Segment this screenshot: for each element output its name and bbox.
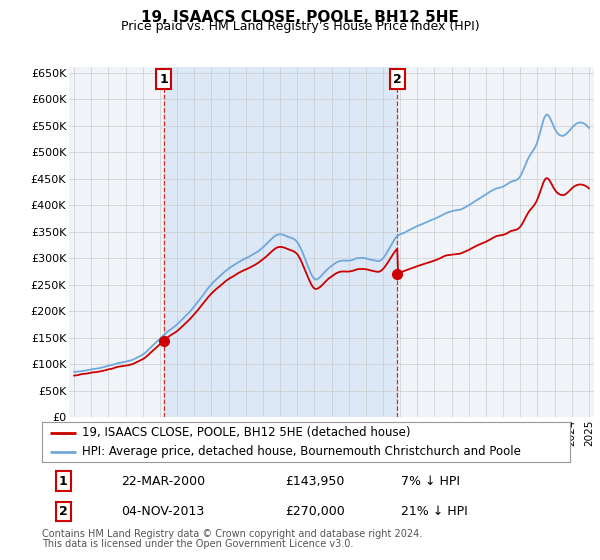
Text: Contains HM Land Registry data © Crown copyright and database right 2024.: Contains HM Land Registry data © Crown c… xyxy=(42,529,422,539)
Text: 22-MAR-2000: 22-MAR-2000 xyxy=(121,474,205,488)
Text: 7% ↓ HPI: 7% ↓ HPI xyxy=(401,474,460,488)
Text: 04-NOV-2013: 04-NOV-2013 xyxy=(121,505,205,519)
Text: £270,000: £270,000 xyxy=(285,505,344,519)
Bar xyxy=(164,67,397,417)
Text: 19, ISAACS CLOSE, POOLE, BH12 5HE: 19, ISAACS CLOSE, POOLE, BH12 5HE xyxy=(141,10,459,25)
Text: Price paid vs. HM Land Registry’s House Price Index (HPI): Price paid vs. HM Land Registry’s House … xyxy=(121,20,479,33)
Text: £143,950: £143,950 xyxy=(285,474,344,488)
Text: 2: 2 xyxy=(393,72,402,86)
Text: 19, ISAACS CLOSE, POOLE, BH12 5HE (detached house): 19, ISAACS CLOSE, POOLE, BH12 5HE (detac… xyxy=(82,427,410,440)
Text: 21% ↓ HPI: 21% ↓ HPI xyxy=(401,505,468,519)
Text: HPI: Average price, detached house, Bournemouth Christchurch and Poole: HPI: Average price, detached house, Bour… xyxy=(82,445,520,459)
Text: 2: 2 xyxy=(59,505,67,519)
Text: 1: 1 xyxy=(59,474,67,488)
Text: 1: 1 xyxy=(160,72,168,86)
Text: This data is licensed under the Open Government Licence v3.0.: This data is licensed under the Open Gov… xyxy=(42,539,353,549)
